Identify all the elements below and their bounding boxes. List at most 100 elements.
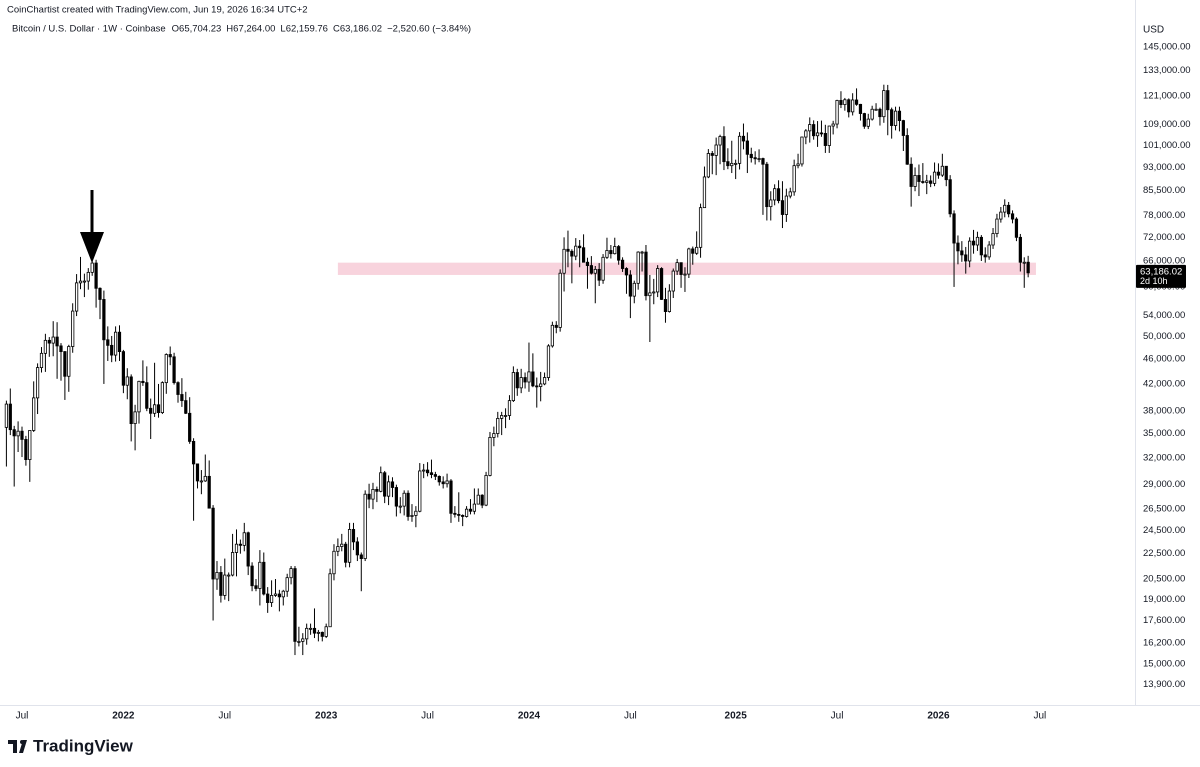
y-tick-label: 72,000.00 [1143,232,1185,243]
candle-body [242,532,246,546]
candle-body [956,242,960,252]
ohlc-value: C63,186.02 [333,24,382,35]
candle-body [363,493,367,559]
candle-body [862,113,866,127]
candle-body [574,245,578,257]
candle-body [995,218,999,234]
candle-body [776,188,781,202]
y-tick-label: 26,500.00 [1143,504,1185,515]
y-tick-label: 22,500.00 [1143,548,1185,559]
candle-body [617,246,621,261]
candle-body [695,246,699,254]
candle-body [519,377,523,389]
ohlc-value: −2,520.60 (−3.84%) [387,24,471,35]
candle-body [737,135,742,164]
x-tick-label: 2025 [725,711,748,722]
y-tick-label: 54,000.00 [1143,310,1185,321]
x-tick-label: 2023 [315,711,338,722]
candle-body [913,175,917,187]
candle-body [917,175,921,182]
ohlc-value: L62,159.76 [280,24,328,35]
candle-body [168,354,172,358]
candle-body [632,282,636,297]
price-tag-box [1136,264,1186,288]
candle-body [835,100,839,125]
candle-body [347,529,352,563]
y-tick-label: 133,000.00 [1143,65,1191,76]
ohlc-value: O65,704.23 [172,24,222,35]
candle-body [219,572,223,596]
y-tick-label: 46,000.00 [1143,354,1185,365]
candle-body [457,513,461,516]
candle-body [266,593,270,603]
candle-body [215,572,219,580]
candle-body [402,492,406,507]
candle-body [831,123,835,127]
candle-body [51,336,55,344]
candle-body [254,585,258,589]
y-tick-label: 13,900.00 [1143,679,1185,690]
candle-body [503,415,508,417]
candle-body [394,487,398,507]
candle-body [164,354,168,384]
candle-body [796,163,800,167]
x-tick-label: Jul [1033,711,1046,722]
candle-body [640,251,644,254]
x-tick-label: Jul [218,711,231,722]
candle-body [734,162,738,165]
candle-body [893,110,898,126]
y-tick-label: 20,500.00 [1143,574,1185,585]
y-tick-label: 121,000.00 [1143,91,1191,102]
candle-body [234,543,239,553]
candle-body [375,489,379,492]
candle-body [827,125,831,146]
candle-body [386,481,391,497]
y-tick-label: 15,000.00 [1143,658,1185,669]
candle-body [601,256,605,281]
candle-body [975,236,980,246]
candle-body [925,180,929,183]
last-price: 63,186.02 [1140,266,1182,277]
candle-body [585,261,590,266]
candle-body [250,565,254,587]
x-tick-label: Jul [624,711,637,722]
candle-body [515,372,519,389]
candle-body [730,162,734,167]
candle-body [246,532,250,567]
candle-body [433,474,437,477]
candle-body [285,577,289,592]
candle-body [316,631,320,634]
candle-body [663,299,668,312]
candle-body [691,248,695,254]
candle-body [679,262,683,275]
candle-body [866,118,870,127]
candle-body [137,380,141,413]
x-tick-label: 2022 [112,711,135,722]
y-tick-label: 101,000.00 [1143,140,1191,151]
candle-body [644,251,648,297]
candle-body [149,407,153,414]
candle-body [757,158,761,160]
symbol-info: Bitcoin / U.S. Dollar · 1W · Coinbase [12,24,166,35]
candle-body [507,400,512,416]
candle-body [8,403,12,431]
candle-body [188,412,192,442]
candle-body [422,469,426,472]
candle-body [141,380,145,384]
candle-body [500,415,504,419]
candle-body [628,274,632,297]
candle-body [819,132,824,135]
candle-body [332,550,336,575]
candle-body [297,640,301,643]
candle-body [940,165,944,176]
candle-body [16,430,20,437]
candle-body [609,250,613,255]
candle-body [960,250,964,256]
candle-body [117,331,122,353]
candle-body [952,213,956,244]
candle-body [125,376,129,386]
y-tick-label: 17,600.00 [1143,615,1185,626]
candle-body [414,510,418,516]
candle-body [102,299,106,341]
